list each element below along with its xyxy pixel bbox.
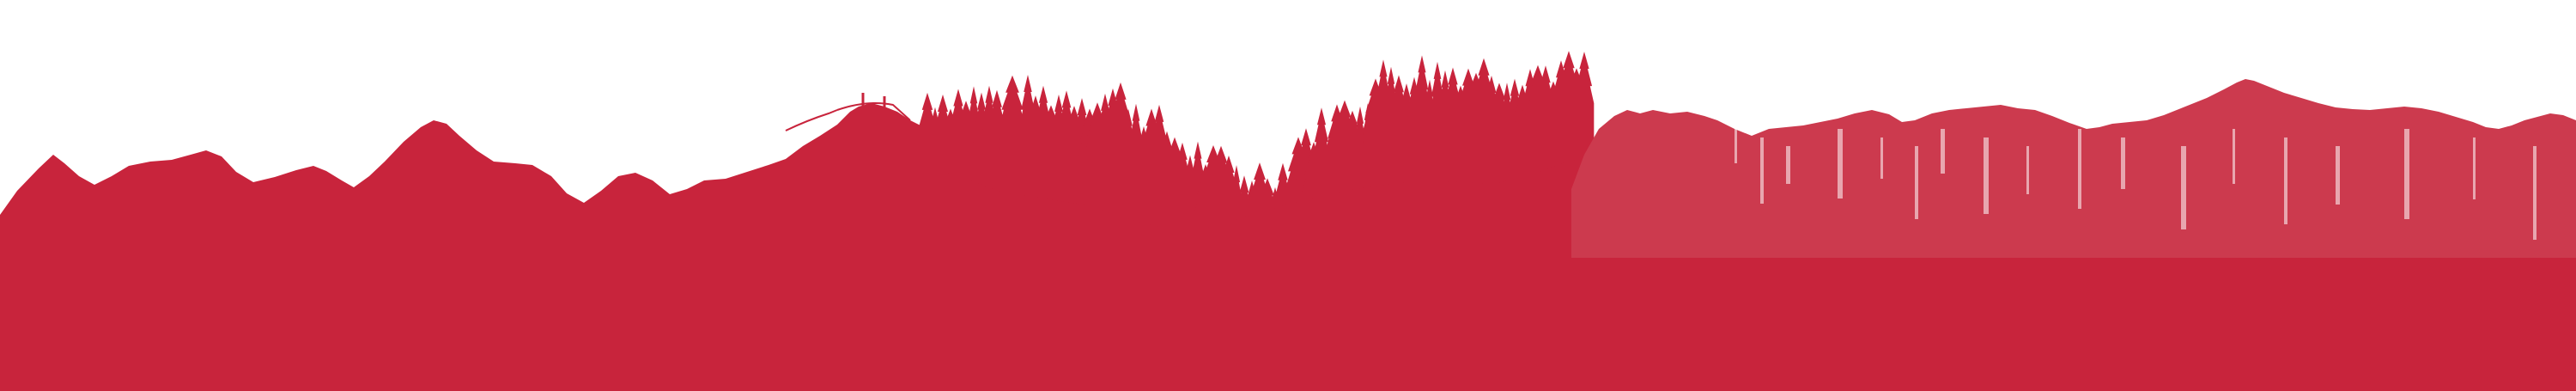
drip-streak: [1915, 146, 1918, 219]
drip-streak: [2533, 146, 2537, 240]
drip-streak: [1941, 129, 1945, 174]
paint-drip-streaks: [1735, 129, 2537, 240]
drip-streak: [2284, 137, 2287, 224]
drip-streak: [1760, 137, 1764, 204]
drip-streak: [1880, 137, 1883, 179]
drip-streak: [2078, 129, 2081, 209]
drip-streak: [2181, 146, 2186, 229]
drip-streak: [2473, 137, 2476, 199]
drip-streak: [2404, 129, 2409, 219]
drip-streak: [2121, 137, 2125, 189]
drip-streak: [2026, 146, 2029, 194]
drip-streak: [1786, 146, 1790, 184]
ground-band: [0, 258, 2576, 391]
drip-streak: [2233, 129, 2235, 184]
drip-streak: [2336, 146, 2340, 205]
drip-streak: [1838, 129, 1843, 199]
drip-streak: [1984, 137, 1989, 214]
drip-streak: [1735, 129, 1737, 163]
cable-line: [785, 93, 911, 131]
